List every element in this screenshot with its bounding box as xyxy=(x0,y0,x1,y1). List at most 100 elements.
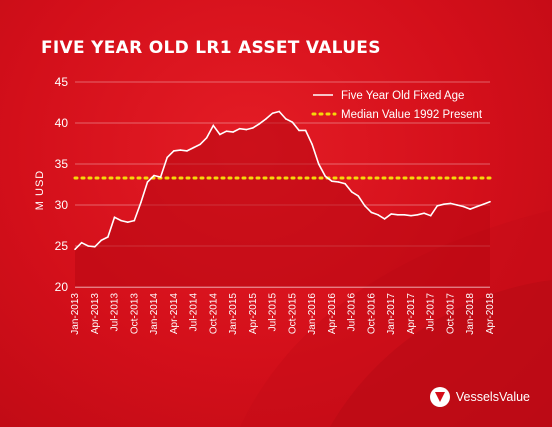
data-point xyxy=(232,131,234,133)
data-point xyxy=(179,149,182,151)
data-point xyxy=(258,123,261,125)
legend: Five Year Old Fixed Age Median Value 199… xyxy=(311,90,483,121)
data-point xyxy=(94,246,96,248)
data-point xyxy=(423,212,425,214)
series-area-fill xyxy=(75,111,490,287)
data-point xyxy=(271,112,274,114)
data-point xyxy=(219,133,221,136)
y-tick-label: 45 xyxy=(55,75,69,89)
data-point xyxy=(238,127,241,130)
x-tick-label: Jan-2016 xyxy=(307,293,318,335)
x-tick-label: Jan-2015 xyxy=(228,293,239,335)
data-point xyxy=(252,127,254,129)
data-point xyxy=(126,221,129,223)
data-point xyxy=(304,129,307,132)
data-point xyxy=(159,176,162,178)
y-tick-label: 20 xyxy=(55,280,69,294)
data-point xyxy=(443,203,445,205)
x-tick-label: Oct-2016 xyxy=(366,293,377,335)
data-point xyxy=(489,200,491,203)
x-tick-label: Apr-2018 xyxy=(485,293,496,335)
series-points xyxy=(74,110,491,251)
data-point xyxy=(107,236,109,238)
data-point xyxy=(482,203,485,205)
brand-logo: VesselsValue xyxy=(429,387,530,407)
data-point xyxy=(74,248,76,251)
data-point xyxy=(133,219,136,222)
data-point xyxy=(383,218,386,220)
data-point xyxy=(186,150,188,152)
x-tick-label: Oct-2014 xyxy=(208,293,219,335)
data-point xyxy=(80,241,83,244)
data-point xyxy=(245,128,248,131)
data-point xyxy=(331,180,333,182)
data-point xyxy=(357,195,360,197)
data-point xyxy=(364,205,366,207)
data-point xyxy=(146,181,149,183)
series-line xyxy=(74,110,491,250)
data-point xyxy=(291,121,294,123)
chart-title: FIVE YEAR OLD LR1 ASSET VALUES xyxy=(41,38,381,58)
x-tick-label: Jan-2014 xyxy=(149,293,160,335)
data-point xyxy=(469,208,472,210)
data-point xyxy=(173,150,175,152)
legend-label-median: Median Value 1992 Present xyxy=(341,109,483,121)
data-point xyxy=(87,245,89,247)
data-point xyxy=(456,204,458,206)
data-point xyxy=(390,213,393,215)
x-tick-label: Jan-2013 xyxy=(70,293,81,335)
data-point xyxy=(462,205,465,208)
x-tick-label: Jul-2017 xyxy=(426,293,437,332)
x-tick-label: Apr-2015 xyxy=(248,293,259,335)
data-point xyxy=(225,130,228,132)
data-point xyxy=(311,143,313,146)
x-tick-label: Apr-2013 xyxy=(90,293,101,335)
legend-label-fixed-age: Five Year Old Fixed Age xyxy=(341,90,464,102)
x-tick-label: Oct-2015 xyxy=(287,293,298,335)
x-axis-ticks: Jan-2013 Apr-2013 Jul-2013 Oct-2013 Jan-2014… xyxy=(70,293,496,335)
x-tick-label: Oct-2013 xyxy=(129,293,140,335)
data-point xyxy=(199,143,201,146)
data-point xyxy=(205,137,208,139)
x-tick-label: Apr-2017 xyxy=(406,293,417,335)
x-tick-label: Jul-2016 xyxy=(347,293,358,332)
data-point xyxy=(265,118,267,120)
data-point xyxy=(285,118,287,120)
data-point xyxy=(377,214,379,216)
x-tick-label: Jul-2013 xyxy=(110,293,121,332)
data-point xyxy=(476,205,478,208)
data-point xyxy=(212,124,215,127)
data-point xyxy=(298,129,300,132)
data-point xyxy=(416,214,419,216)
data-point xyxy=(100,239,103,242)
x-tick-label: Apr-2014 xyxy=(169,293,180,335)
data-point xyxy=(317,163,320,165)
data-point xyxy=(403,214,406,216)
y-tick-label: 35 xyxy=(55,157,69,171)
x-tick-label: Jul-2014 xyxy=(189,293,200,332)
data-point xyxy=(337,181,340,183)
data-point xyxy=(429,214,432,217)
brand-name: VesselsValue xyxy=(455,390,530,404)
x-tick-label: Jan-2018 xyxy=(465,293,476,335)
y-tick-label: 30 xyxy=(55,198,69,212)
data-point xyxy=(344,182,346,185)
x-tick-label: Oct-2017 xyxy=(445,293,456,335)
data-point xyxy=(350,191,353,193)
x-tick-label: Jan-2017 xyxy=(386,293,397,335)
data-point xyxy=(397,214,399,216)
data-point xyxy=(436,205,439,207)
data-point xyxy=(192,146,195,149)
data-point xyxy=(113,216,116,219)
data-point xyxy=(370,211,373,214)
data-point xyxy=(166,156,168,159)
data-point xyxy=(324,175,327,178)
data-point xyxy=(153,174,155,177)
y-tick-label: 40 xyxy=(55,116,69,130)
y-axis-label: M USD xyxy=(34,170,46,210)
data-point xyxy=(278,110,281,113)
x-tick-label: Jul-2015 xyxy=(268,293,279,332)
data-point xyxy=(410,214,412,217)
